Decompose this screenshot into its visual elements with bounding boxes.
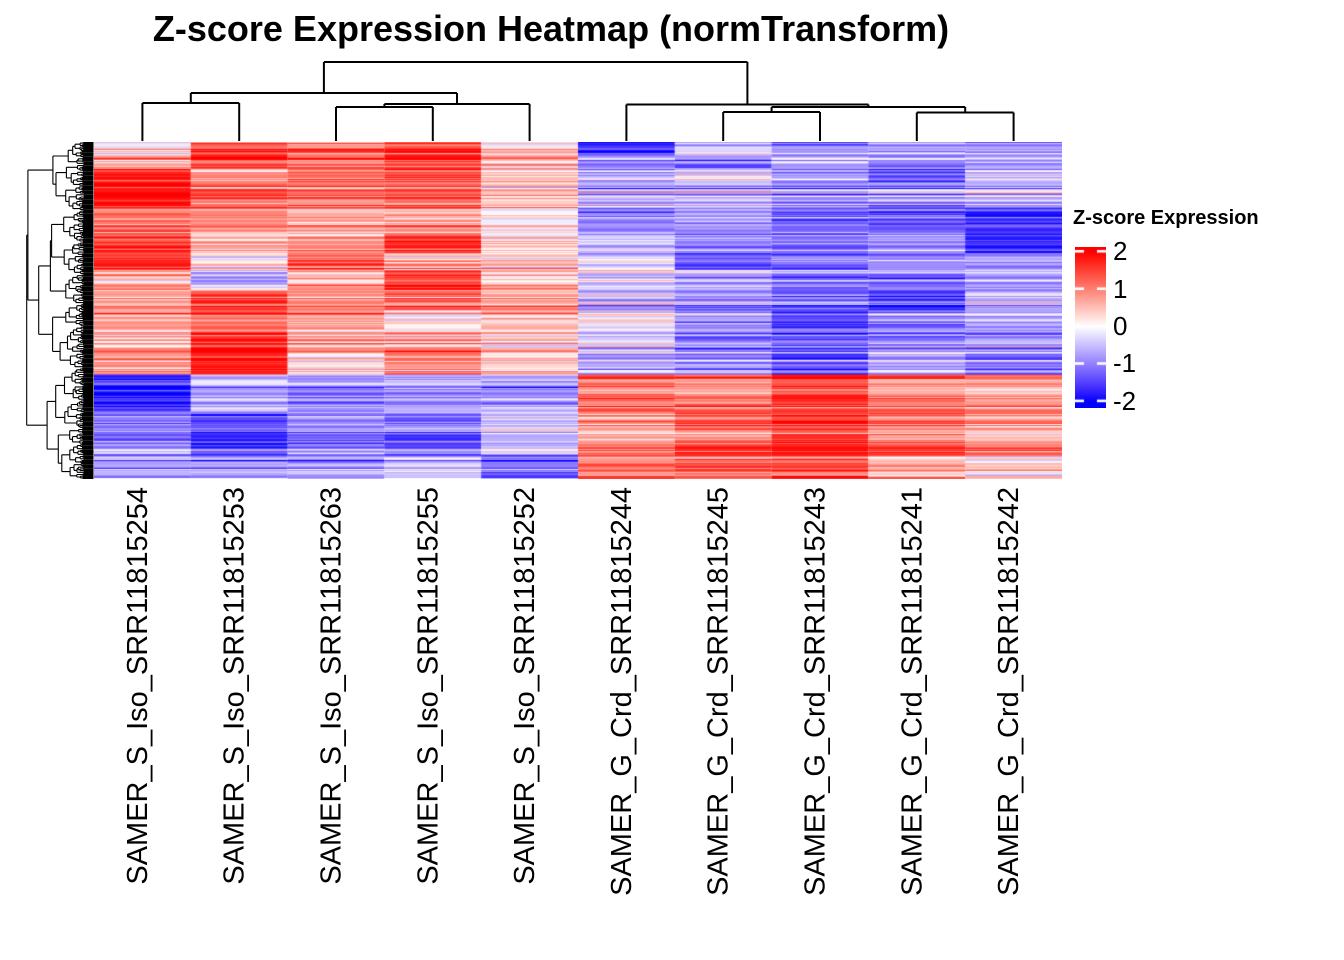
column-label-9: SAMER_G_Crd_SRR11815242 [993,487,1025,896]
column-label-7: SAMER_G_Crd_SRR11815243 [800,487,832,896]
legend-colorbar [1075,247,1106,408]
page-title: Z-score Expression Heatmap (normTransfor… [152,8,950,49]
heatmap-matrix [94,142,1062,479]
column-label-4: SAMER_S_Iso_SRR11815252 [509,487,541,885]
legend-tick-2: 2 [1113,236,1128,267]
column-label-3: SAMER_S_Iso_SRR11815255 [412,487,444,885]
column-label-8: SAMER_G_Crd_SRR11815241 [896,487,928,896]
legend-tick-0: 0 [1113,311,1128,341]
column-label-5: SAMER_G_Crd_SRR11815244 [606,487,638,896]
column-labels: SAMER_S_Iso_SRR11815254 SAMER_S_Iso_SRR11… [122,487,1025,896]
column-label-6: SAMER_G_Crd_SRR11815245 [703,487,735,896]
row-dendrogram-path [26,142,94,479]
column-label-1: SAMER_S_Iso_SRR11815253 [219,487,251,885]
column-dendrogram [141,61,1015,141]
column-label-0: SAMER_S_Iso_SRR11815254 [122,487,154,885]
legend-title: Z-score Expression [1073,207,1259,229]
legend-tick--1: -1 [1113,348,1137,379]
column-dendrogram-path [141,61,1015,141]
legend-tick--2: -2 [1113,385,1137,416]
column-label-2: SAMER_S_Iso_SRR11815263 [316,487,348,885]
legend-tick-1: 1 [1113,273,1128,304]
row-dendrogram [26,142,94,479]
